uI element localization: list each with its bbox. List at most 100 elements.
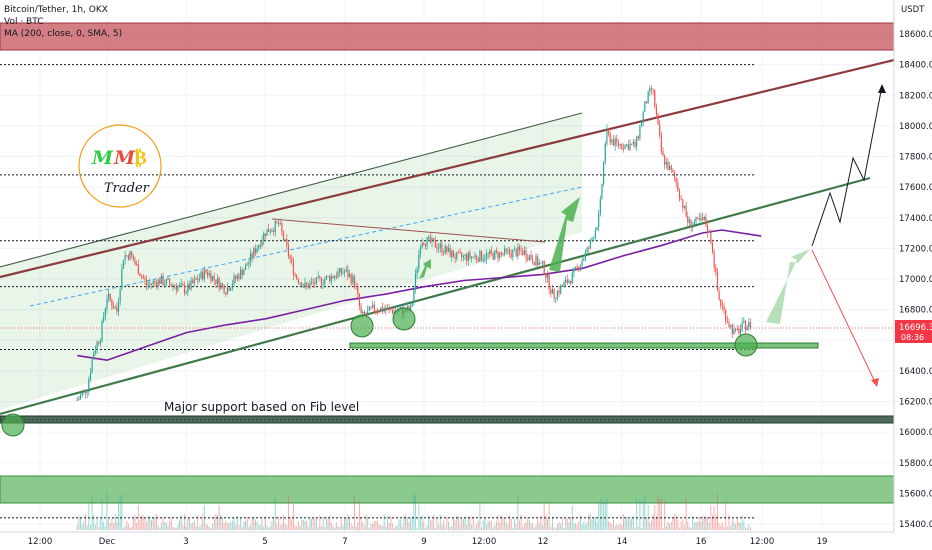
candle-body [632, 141, 634, 144]
volume-bar [622, 514, 624, 530]
candle-body [504, 248, 506, 254]
volume-bar [700, 521, 702, 530]
volume-bar [429, 519, 431, 530]
volume-bar [586, 521, 588, 530]
time-tick-label: 7 [342, 537, 347, 547]
candle-body [441, 243, 443, 253]
candle-body [603, 161, 605, 185]
volume-bar [198, 526, 200, 530]
candle-body [571, 272, 573, 284]
volume-bar [533, 527, 535, 530]
candle-body [710, 231, 712, 244]
volume-bar [330, 523, 332, 530]
candle-body [730, 324, 732, 327]
touch-point-circle [350, 314, 374, 338]
price-axis[interactable]: 18600.0 18400.0 18200.0 18000.0 17800.0 17600… [899, 30, 932, 530]
volume-bar [621, 524, 623, 530]
candle-body [215, 279, 217, 284]
volume-bar [413, 492, 415, 530]
price-tick-label: 18600.0 [899, 30, 932, 40]
volume-bar [710, 505, 712, 530]
candle-body [228, 287, 230, 291]
volume-bar [353, 496, 355, 530]
candle-body [259, 244, 262, 247]
volume-bar [170, 517, 172, 530]
volume-bar [340, 519, 342, 530]
volume-bar [629, 519, 631, 530]
candle-body [736, 328, 738, 330]
time-tick-label: 12:00 [28, 537, 53, 547]
candle-body [319, 276, 321, 278]
volume-bar [718, 523, 720, 530]
candle-body [106, 298, 108, 309]
candle-body [343, 271, 346, 273]
candle-body [414, 273, 417, 290]
volume-bar [421, 515, 423, 530]
volume-bar [137, 505, 139, 530]
volume-bar [482, 520, 484, 530]
volume-bar [391, 523, 393, 530]
candle-body [131, 251, 133, 257]
candle-body [619, 144, 621, 146]
volume-bar [520, 514, 522, 530]
candle-body [688, 219, 691, 223]
volume-bar [259, 524, 261, 530]
volume-bar [149, 516, 151, 530]
volume-bar [545, 514, 547, 530]
volume-bar [444, 526, 446, 530]
time-axis[interactable]: 12:00 Dec 3 5 7 9 12:00 12 14 16 12:00 19 [28, 537, 828, 547]
candle-body [475, 255, 478, 259]
candle-body [187, 283, 189, 293]
candle-body [360, 305, 362, 314]
volume-bar [584, 524, 586, 530]
volume-bar [256, 521, 258, 530]
volume-bar [274, 496, 276, 530]
volume-bar [368, 527, 370, 530]
volume-bar [212, 523, 214, 530]
candle-body [372, 304, 374, 308]
volume-bar [692, 515, 694, 530]
volume-bar [431, 519, 433, 530]
candle-body [122, 260, 125, 269]
price-tick-label: 16400.0 [899, 367, 932, 377]
candle-body [627, 144, 629, 150]
volume-bar [662, 527, 664, 530]
volume-bar [132, 517, 134, 530]
candle-body [312, 281, 314, 283]
candle-body [527, 258, 529, 260]
volume-bar [213, 515, 215, 530]
price-tick-label: 18400.0 [899, 61, 932, 71]
volume-bar [99, 518, 101, 530]
volume-bar [172, 526, 174, 530]
candle-body [574, 266, 577, 269]
volume-bar [446, 516, 448, 530]
volume-bar [155, 514, 157, 530]
candle-body [522, 251, 524, 255]
candle-body [243, 270, 245, 276]
candle-body [556, 290, 559, 299]
candle-body [200, 271, 202, 279]
candle-body [362, 311, 364, 314]
volume-bar [287, 494, 289, 530]
candle-body [487, 253, 489, 255]
volume-bar [608, 521, 610, 530]
candle-body [409, 305, 412, 311]
volume-bar [555, 527, 557, 530]
volume-bar [436, 518, 438, 530]
volume-bar [716, 493, 718, 530]
candle-body [586, 247, 588, 253]
candle-body [581, 260, 583, 266]
volume-bar [462, 518, 464, 530]
volume-bar [349, 517, 351, 530]
candle-body [381, 307, 384, 312]
volume-bar [426, 525, 428, 530]
volume-bar [363, 525, 365, 530]
candle-body [198, 278, 200, 281]
candle-body [393, 310, 395, 314]
volume-bar [279, 525, 281, 530]
candle-body [721, 305, 724, 307]
volume-bar [449, 527, 451, 530]
time-tick-label: 5 [262, 537, 267, 547]
candle-body [327, 275, 329, 277]
